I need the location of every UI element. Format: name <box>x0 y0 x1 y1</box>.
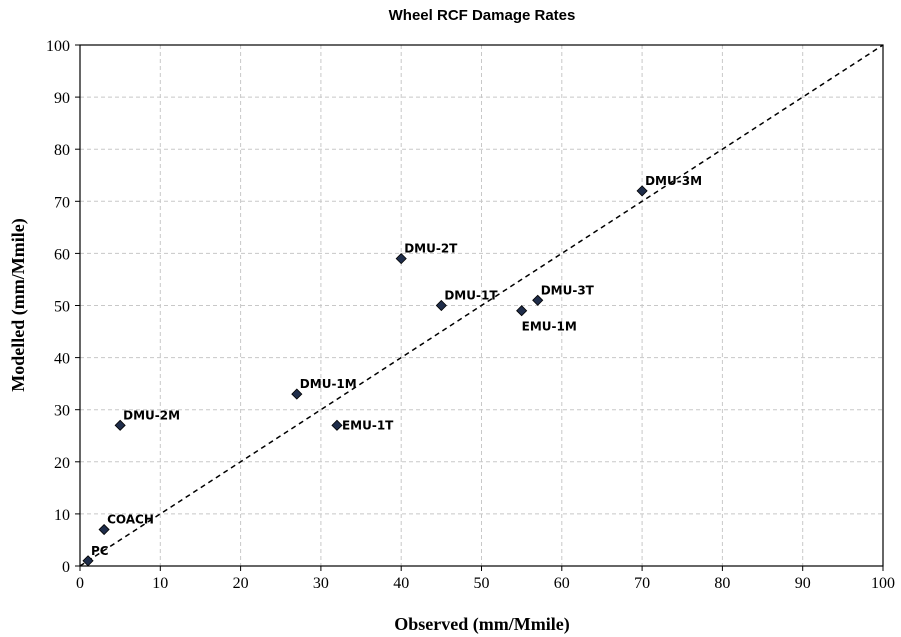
y-tick-label: 20 <box>54 455 70 472</box>
point-label: COACH <box>107 513 154 527</box>
point <box>291 388 303 400</box>
y-tick-label: 70 <box>54 194 70 211</box>
y-tick-label: 80 <box>54 142 70 159</box>
x-tick-label: 0 <box>76 575 84 592</box>
point-label: DMU-2M <box>123 408 180 422</box>
identity-line <box>79 44 884 567</box>
point <box>98 523 110 536</box>
point-label: DMU-3M <box>645 174 702 188</box>
x-tick-label: 60 <box>554 575 570 592</box>
x-tick-label: 50 <box>474 575 490 592</box>
point <box>435 299 447 312</box>
point <box>636 185 648 197</box>
x-tick-label: 20 <box>233 575 249 592</box>
x-tick-label: 90 <box>795 575 811 592</box>
y-tick-label: 10 <box>54 507 70 524</box>
y-tick-label: 100 <box>46 38 70 55</box>
point <box>395 253 407 265</box>
point-label: DMU-2T <box>404 242 458 256</box>
point <box>532 294 544 306</box>
x-axis-title: Observed (mm/Mmile) <box>394 614 569 635</box>
point <box>516 305 528 317</box>
x-tick-label: 100 <box>871 575 895 592</box>
x-tick-label: 70 <box>634 575 650 592</box>
plot-frame <box>79 44 884 567</box>
x-tick-label: 10 <box>152 575 168 592</box>
point-label: EMU-1M <box>522 320 577 334</box>
y-tick-label: 0 <box>62 559 70 576</box>
point-label: EMU-1T <box>342 418 394 432</box>
point <box>114 419 126 431</box>
point-label: DMU-1T <box>444 289 498 303</box>
point-label: DMU-1M <box>300 377 357 391</box>
y-tick-label: 30 <box>54 403 70 420</box>
point-label: DMU-3T <box>541 283 595 297</box>
y-tick-label: 40 <box>54 351 70 368</box>
x-tick-label: 80 <box>714 575 730 592</box>
x-tick-label: 30 <box>313 575 329 592</box>
y-tick-label: 60 <box>54 246 70 263</box>
x-tick-label: 40 <box>393 575 409 592</box>
y-tick-label: 50 <box>54 299 70 316</box>
y-tick-label: 90 <box>54 90 70 107</box>
point <box>331 419 343 431</box>
point <box>82 555 94 567</box>
point-label: PC <box>91 544 109 558</box>
y-axis-title: Modelled (mm/Mmile) <box>8 218 29 391</box>
chart-title: Wheel RCF Damage Rates <box>389 7 576 24</box>
